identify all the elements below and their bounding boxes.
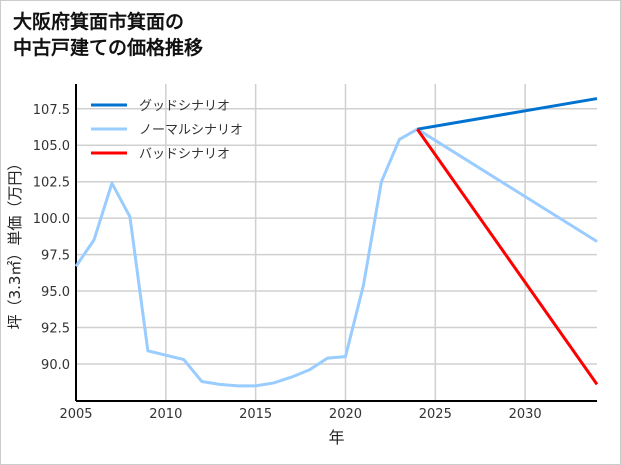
x-tick-label: 2015 — [239, 407, 272, 422]
x-tick-label: 2005 — [59, 407, 92, 422]
y-tick-label: 92.5 — [41, 322, 70, 337]
y-tick-label: 97.5 — [41, 249, 70, 264]
y-tick-label: 95.0 — [41, 285, 70, 300]
series-line-1 — [74, 127, 598, 388]
chart-title: 大阪府箕面市箕面の 中古戸建ての価格推移 — [13, 9, 203, 61]
y-axis-label: 坪（3.3㎡）単価（万円） — [6, 156, 24, 330]
x-axis-label: 年 — [328, 428, 344, 447]
y-tick-label: 107.5 — [33, 103, 70, 118]
y-tick-label: 90.0 — [41, 358, 70, 373]
x-tick-label: 2025 — [419, 407, 452, 422]
y-tick-label: 100.0 — [33, 212, 70, 227]
legend-label: グッドシナリオ — [139, 99, 230, 114]
legend-label: ノーマルシナリオ — [139, 123, 243, 138]
y-tick-label: 102.5 — [33, 176, 70, 191]
x-tick-label: 2030 — [509, 407, 542, 422]
series-line-2 — [416, 128, 599, 386]
title-line-1: 大阪府箕面市箕面の — [13, 11, 185, 33]
series-line-0 — [417, 97, 598, 131]
x-tick-label: 2020 — [329, 407, 362, 422]
legend-label: バッドシナリオ — [139, 147, 230, 162]
y-tick-label: 105.0 — [33, 139, 70, 154]
x-tick-label: 2010 — [149, 407, 182, 422]
title-line-2: 中古戸建ての価格推移 — [13, 37, 204, 59]
